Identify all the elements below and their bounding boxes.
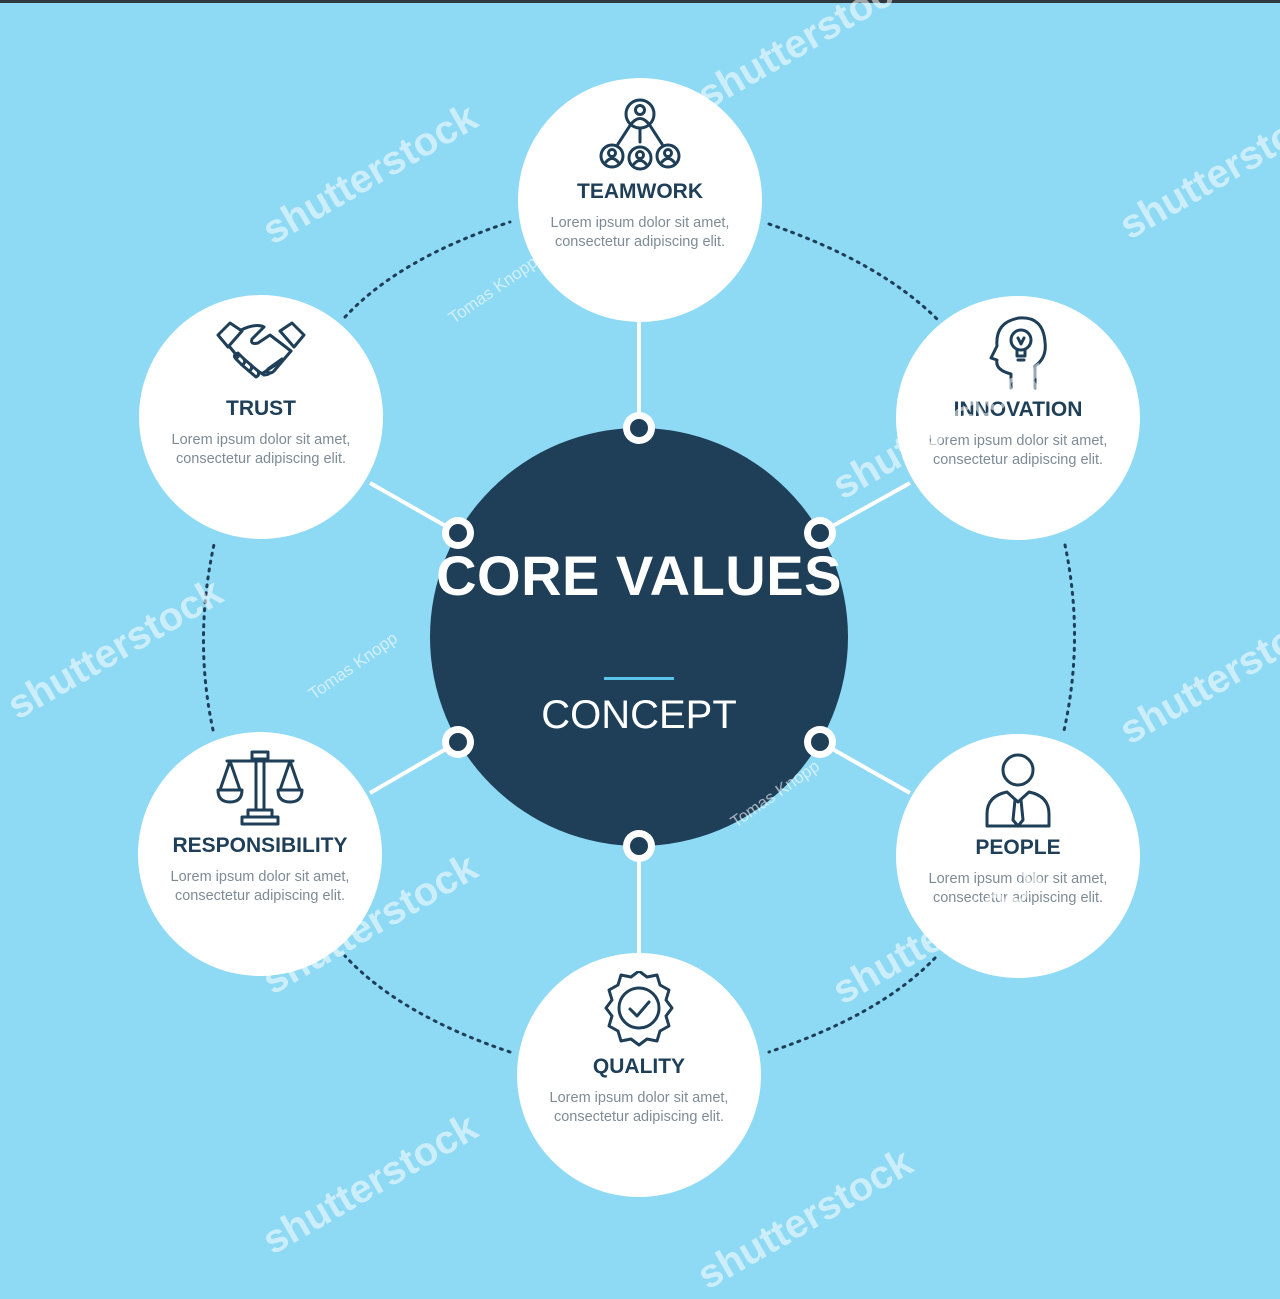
node-description: Lorem ipsum dolor sit amet, consectetur … [928, 433, 1108, 468]
node-teamwork: TEAMWORK Lorem ipsum dolor sit amet, con… [518, 78, 762, 322]
node-description: Lorem ipsum dolor sit amet, consectetur … [549, 1090, 729, 1125]
connector-dot-people [804, 726, 836, 758]
spoke-people [819, 740, 911, 795]
node-label: TRUST [226, 397, 296, 420]
center-divider [604, 677, 674, 680]
node-description: Lorem ipsum dolor sit amet, consectetur … [171, 432, 351, 467]
person-tie-icon [973, 752, 1063, 828]
spoke-responsibility [368, 740, 460, 795]
teamwork-network-icon [595, 96, 685, 172]
quality-badge-check-icon [594, 971, 684, 1047]
dotted-arc-innovation-people [1061, 543, 1076, 737]
connector-dot-quality [623, 830, 655, 862]
node-label: RESPONSIBILITY [172, 834, 348, 857]
node-innovation: INNOVATION Lorem ipsum dolor sit amet, c… [896, 296, 1140, 540]
node-trust: TRUST Lorem ipsum dolor sit amet, consec… [139, 295, 383, 539]
scales-icon [215, 750, 305, 826]
dotted-arc-quality-responsibility [343, 954, 512, 1054]
spoke-trust [369, 481, 459, 535]
dotted-arc-teamwork-innovation [767, 222, 940, 322]
node-description: Lorem ipsum dolor sit amet, consectetur … [550, 215, 730, 250]
center-subtitle: CONCEPT [541, 693, 737, 737]
dotted-arc-people-quality [767, 956, 937, 1054]
spoke-innovation [819, 481, 911, 535]
node-people: PEOPLE Lorem ipsum dolor sit amet, conse… [896, 734, 1140, 978]
dotted-arc-trust-teamwork [343, 220, 512, 319]
handshake-icon [216, 313, 306, 389]
node-description: Lorem ipsum dolor sit amet, consectetur … [170, 869, 350, 904]
dotted-arc-responsibility-trust [202, 538, 217, 732]
connector-dot-innovation [804, 517, 836, 549]
center-title: CORE VALUES [436, 544, 842, 607]
node-description: Lorem ipsum dolor sit amet, consectetur … [928, 871, 1108, 906]
top-border [0, 0, 1280, 3]
node-label: INNOVATION [953, 398, 1083, 421]
connector-dot-teamwork [623, 412, 655, 444]
node-quality: QUALITY Lorem ipsum dolor sit amet, cons… [517, 953, 761, 1197]
node-label: TEAMWORK [577, 180, 703, 203]
center-circle: CORE VALUES CONCEPT [430, 428, 848, 846]
connector-dot-responsibility [442, 726, 474, 758]
node-label: QUALITY [592, 1055, 686, 1078]
connector-dot-trust [442, 517, 474, 549]
node-responsibility: RESPONSIBILITY Lorem ipsum dolor sit ame… [138, 732, 382, 976]
node-label: PEOPLE [975, 836, 1061, 859]
head-lightbulb-icon [973, 314, 1063, 390]
